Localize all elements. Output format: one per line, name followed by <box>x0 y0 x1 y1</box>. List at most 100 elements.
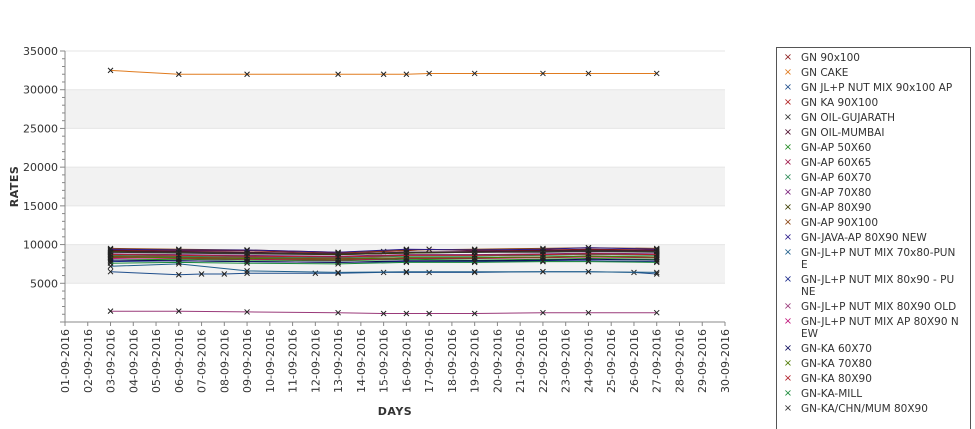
data-point <box>107 251 114 258</box>
series <box>107 258 660 267</box>
data-point <box>244 255 250 262</box>
series <box>107 308 660 317</box>
series <box>107 261 660 276</box>
y-tick-label: 5000 <box>30 277 58 290</box>
y-tick-label: 35000 <box>23 45 58 58</box>
legend-item: × GN OIL-MUMBAI <box>777 127 970 139</box>
data-point <box>107 67 114 74</box>
data-point <box>426 70 432 77</box>
data-point <box>380 269 387 276</box>
legend: × GN 90x100 × GN CAKE × GN JL+P NUT MIX 90x10… <box>776 47 971 429</box>
data-point <box>426 269 432 276</box>
data-point <box>335 261 341 267</box>
legend-label: GN-KA-MILL <box>801 388 863 400</box>
legend-label: GN JL+P NUT MIX 90x100 AP <box>801 82 953 94</box>
x-tick-label: 14-09-2016 <box>355 329 368 393</box>
legend-label: GN-KA 60X70 <box>801 343 872 355</box>
data-point <box>175 249 182 256</box>
data-point <box>471 268 478 275</box>
x-tick-label: 01-09-2016 <box>59 329 72 393</box>
y-tick-label: 15000 <box>23 200 58 213</box>
legend-label: GN-AP 90X100 <box>801 217 878 229</box>
data-point <box>653 269 660 276</box>
series <box>107 253 660 263</box>
legend-label: GN-JAVA-AP 80X90 NEW <box>801 232 927 244</box>
legend-label: GN-JL+P NUT MIX 80X90 OLD <box>801 301 957 313</box>
data-point <box>471 247 478 253</box>
legend-label: GN-KA 80X90 <box>801 373 872 385</box>
x-tick-label: 05-09-2016 <box>150 329 163 393</box>
data-point <box>107 308 114 315</box>
data-point <box>403 259 410 266</box>
data-point <box>175 247 182 253</box>
legend-label: GN KA 90X100 <box>801 97 879 109</box>
legend-marker-icon: × <box>783 301 793 312</box>
legend-label: GN-AP 50X60 <box>801 142 872 154</box>
legend-marker-icon: × <box>783 373 793 384</box>
series-layer <box>107 67 660 317</box>
legend-item: × GN-JL+P NUT MIX AP 80X90 NEW <box>777 316 970 340</box>
data-point <box>585 247 592 254</box>
legend-marker-icon: × <box>783 217 793 228</box>
x-tick-label: 03-09-2016 <box>105 329 118 393</box>
data-point <box>335 269 341 276</box>
legend-item: × GN KA 90X100 <box>777 97 970 109</box>
x-axis: 01-09-2016 02-09-2016 03-09-2016 04-09-2016… <box>59 321 732 393</box>
data-point <box>244 268 250 274</box>
line-chart: 5000 10000 15000 20000 25000 30000 35000 01-09… <box>8 45 732 418</box>
data-point <box>335 270 341 277</box>
legend-marker-icon: × <box>783 388 793 399</box>
data-point <box>471 259 478 266</box>
data-point <box>221 271 228 277</box>
x-tick-label: 16-09-2016 <box>400 329 413 393</box>
data-point <box>175 254 182 261</box>
legend-label: GN-JL+P NUT MIX AP 80X90 NEW <box>801 316 959 340</box>
legend-item: × GN-JL+P NUT MIX 80X90 OLD <box>777 301 970 313</box>
data-point <box>585 268 592 275</box>
y-tick-label: 10000 <box>23 239 58 252</box>
legend-marker-icon: × <box>783 316 793 327</box>
x-tick-label: 28-09-2016 <box>673 329 686 393</box>
grid-band <box>65 167 725 206</box>
x-tick-label: 19-09-2016 <box>469 329 482 393</box>
x-tick-label: 18-09-2016 <box>446 329 459 393</box>
legend-item: × GN-AP 60X70 <box>777 172 970 184</box>
x-tick-label: 25-09-2016 <box>605 329 618 393</box>
data-point <box>540 254 546 260</box>
data-point <box>585 70 592 77</box>
legend-item: × GN JL+P NUT MIX 90x100 AP <box>777 82 970 94</box>
data-point <box>175 308 182 315</box>
legend-label: GN-AP 70X80 <box>801 187 872 199</box>
data-point <box>335 309 341 316</box>
legend-label: GN-AP 60X65 <box>801 157 872 169</box>
data-point <box>335 256 341 263</box>
data-point <box>244 309 250 315</box>
legend-label: GN-JL+P NUT MIX 70x80-PUNE <box>801 247 956 271</box>
x-tick-label: 29-09-2016 <box>696 329 709 393</box>
x-tick-label: 06-09-2016 <box>173 329 186 393</box>
data-point <box>380 71 387 78</box>
y-axis-title: RATES <box>8 166 21 208</box>
legend-item: × GN OIL-GUJARATH <box>777 112 970 124</box>
data-point <box>403 268 410 275</box>
data-point <box>107 260 114 267</box>
data-point <box>653 309 660 316</box>
data-point <box>471 269 478 276</box>
data-point <box>198 271 205 277</box>
legend-marker-icon: × <box>783 97 793 108</box>
y-tick-label: 30000 <box>23 84 58 97</box>
data-point <box>403 249 410 256</box>
series <box>107 67 660 78</box>
x-tick-label: 26-09-2016 <box>628 329 641 393</box>
legend-marker-icon: × <box>783 157 793 168</box>
y-tick-label: 25000 <box>23 122 58 135</box>
legend-item: × GN 90x100 <box>777 52 970 64</box>
x-tick-label: 21-09-2016 <box>514 329 527 393</box>
x-axis-title: DAYS <box>378 405 412 418</box>
legend-marker-icon: × <box>783 82 793 93</box>
legend-marker-icon: × <box>783 142 793 153</box>
data-point <box>175 71 182 78</box>
legend-item: × GN-AP 70X80 <box>777 187 970 199</box>
x-tick-label: 23-09-2016 <box>560 329 573 393</box>
legend-item: × GN-AP 60X65 <box>777 157 970 169</box>
